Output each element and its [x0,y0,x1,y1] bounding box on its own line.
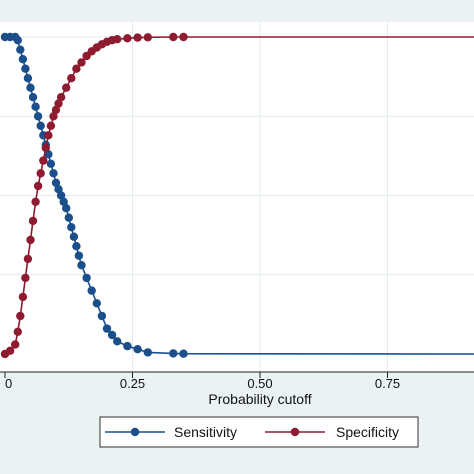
sensitivity-point [28,93,38,102]
sensitivity-point [102,324,112,333]
specificity-point [72,64,81,73]
sensitivity-point [74,251,84,260]
sensitivity-point [87,286,96,295]
sensitivity-point [13,36,22,45]
sensitivity-point [92,299,102,308]
series-specificity [0,32,474,359]
sensitivity-point [44,150,53,159]
sensitivity-point [33,112,43,121]
sensitivity-point [18,55,28,64]
specificity-point [54,99,63,108]
sensitivity-point [46,159,56,168]
specificity-point [67,74,76,83]
sensitivity-point [82,273,91,283]
specificity-point [21,273,30,283]
sensitivity-point [56,191,66,200]
specificity-point [11,340,20,349]
specificity-point [179,32,188,42]
specificity-point [16,311,25,321]
specificity-point [123,34,132,43]
specificity-point [143,33,152,42]
plot-area [0,22,474,372]
sensitivity-point [21,64,30,73]
specificity-point [169,32,178,42]
sensitivity-point [16,45,25,54]
legend-specificity-label: Specificity [336,424,399,440]
specificity-point [133,33,142,42]
sensitivity-point [169,349,178,358]
specificity-point [113,35,122,44]
sensitivity-point [123,341,132,351]
sensitivity-point [64,213,74,222]
sensitivity-point [69,232,79,241]
sensitivity-point [51,178,61,187]
specificity-point [51,105,61,115]
sensitivity-point [133,345,142,354]
sensitivity-point [31,102,40,111]
sensitivity-point [107,330,117,340]
legend-sensitivity-label: Sensitivity [174,424,237,440]
x-tick-label-1: 0.25 [120,376,145,391]
sensitivity-point [97,311,107,321]
sensitivity-point [179,349,188,358]
specificity-point [56,93,66,102]
sensitivity-point [36,121,45,130]
sensitivity-point [72,242,81,251]
legend-sensitivity-marker [130,427,140,437]
x-axis-title: Probability cutoff [208,391,311,407]
specificity-point [61,83,71,92]
specificity-point [46,121,56,130]
specificity-point [13,327,22,336]
series-sensitivity [0,32,474,358]
specificity-point [23,254,33,264]
sensitivity-point [143,348,152,357]
sensitivity-point [59,197,68,206]
specificity-point [77,58,86,67]
specificity-point [49,112,58,121]
specificity-point [39,156,48,165]
specificity-point [18,292,28,302]
sensitivity-point [113,337,122,346]
specificity-point [44,131,53,140]
sensitivity-point [77,261,86,270]
x-tick-label-2: 0.50 [247,376,272,391]
x-tick-label-3: 0.75 [375,376,400,391]
sensitivity-point [61,204,71,213]
series-layer [0,32,474,359]
x-tick-label-0: 0 [5,376,12,391]
specificity-point [26,235,35,245]
sensitivity-point [67,223,76,232]
specificity-point [41,143,50,153]
sensitivity-point [49,169,58,178]
specificity-point [36,169,45,178]
specificity-point [5,346,15,355]
specificity-point [28,216,38,226]
specificity-point [33,181,43,191]
x-ticks: 0 0.25 0.50 0.75 [4,372,400,391]
sensitivity-point [23,74,33,83]
sensitivity-point [54,185,63,194]
sensitivity-point [26,83,35,92]
specificity-point [31,197,40,206]
legend-specificity-marker [290,427,300,437]
legend: Sensitivity Specificity [99,416,419,448]
